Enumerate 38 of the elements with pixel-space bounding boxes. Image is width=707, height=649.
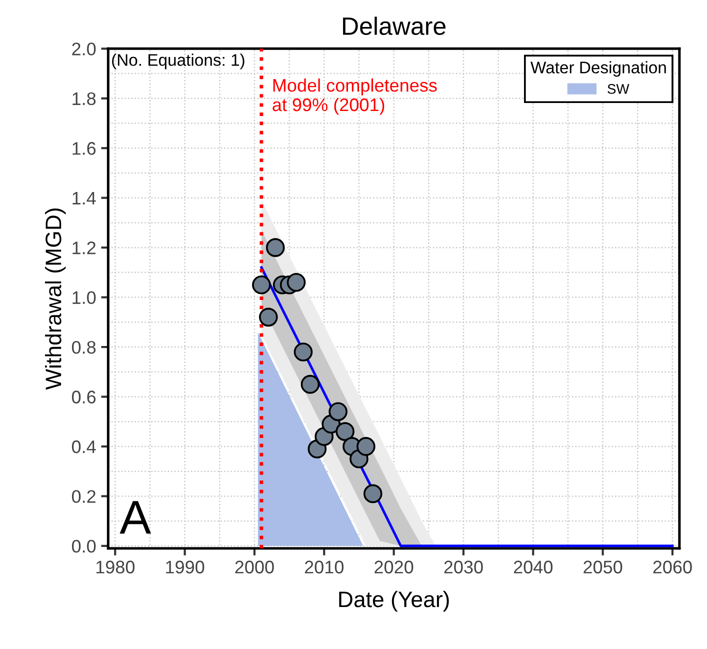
point (328, 402, 348, 422)
y-tick-label: 0.2 (72, 490, 96, 503)
legend-title: Water Designation (530, 61, 666, 77)
point (363, 484, 382, 504)
legend-label: SW (608, 84, 630, 94)
point (266, 238, 285, 257)
x-tick-label: 2060 (653, 560, 692, 574)
point (286, 272, 306, 292)
y-tick-label: 0.4 (72, 440, 96, 454)
point (258, 308, 278, 327)
annotation: (No. Equations: 1) (112, 54, 244, 70)
point (294, 342, 313, 362)
point (252, 275, 271, 294)
y-tick-label: 0.0 (72, 540, 96, 553)
x-tick-label: 2020 (374, 560, 414, 574)
y-tick-label: 1.0 (72, 291, 96, 304)
x-axis-title: Date (Year) (339, 590, 449, 612)
ref-line-label: Model completeness at 99% (2001) (272, 78, 437, 115)
y-tick-label: 1.2 (72, 242, 96, 254)
x-tick-label: 1980 (96, 560, 135, 574)
point (356, 437, 376, 456)
y-tick-label: 1.4 (72, 192, 96, 204)
y-axis-title: Withdrawal (MGD) (44, 208, 66, 390)
x-tick-label: 2010 (304, 560, 344, 574)
y-tick-label: 1.8 (72, 92, 96, 106)
y-tick-label: 1.6 (72, 142, 96, 155)
x-tick-label: 2040 (514, 560, 553, 574)
y-tick-label: 0.8 (72, 340, 96, 354)
y-tick-label: 2.0 (72, 42, 96, 56)
x-tick-label: 2030 (444, 560, 483, 574)
x-tick-label: 2000 (235, 560, 274, 574)
annotation: A (120, 501, 151, 534)
x-tick-label: 1990 (166, 560, 204, 574)
y-tick-label: 0.6 (72, 390, 96, 404)
chart-title: Delaware (343, 16, 446, 36)
point (300, 374, 320, 394)
x-tick-label: 2050 (584, 560, 622, 574)
point (336, 422, 354, 441)
